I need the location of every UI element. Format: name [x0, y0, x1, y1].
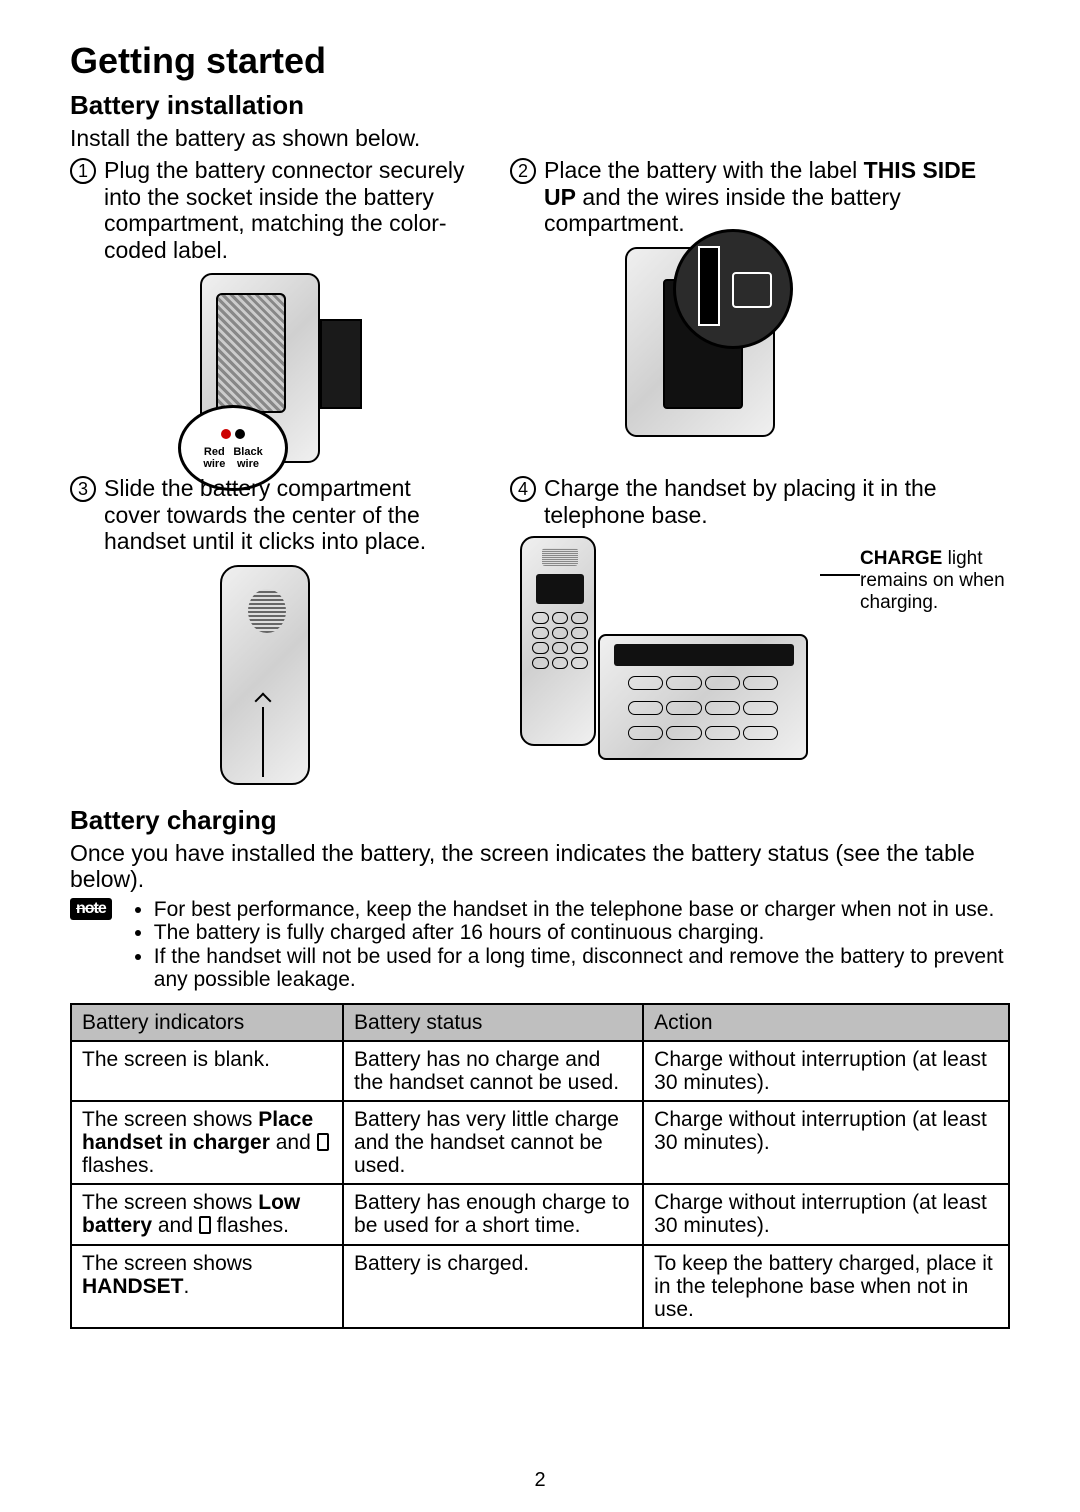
note-item-3: If the handset will not be used for a lo… — [154, 945, 1010, 991]
illustration-step-4: CHARGE light remains on when charging. — [510, 534, 1010, 764]
step-4-cell: 4 Charge the handset by placing it in th… — [510, 475, 1010, 796]
col-header-action: Action — [643, 1004, 1009, 1041]
battery-icon — [199, 1216, 211, 1234]
wire-label-b: wire — [237, 458, 259, 470]
cell-r2-c0-a: The screen shows — [82, 1191, 258, 1214]
section-title-charging: Battery charging — [70, 805, 1010, 836]
zoom-callout — [673, 229, 793, 349]
note-badge: note — [70, 898, 112, 920]
page-number: 2 — [0, 1469, 1080, 1492]
step-1: 1 Plug the battery connector securely in… — [70, 157, 470, 263]
cell-r3-c0-bold: HANDSET — [82, 1275, 184, 1298]
steps-grid: 1 Plug the battery connector securely in… — [70, 157, 1010, 796]
step-1-cell: 1 Plug the battery connector securely in… — [70, 157, 470, 475]
cell-r3-c0: The screen shows HANDSET. — [71, 1245, 343, 1328]
step-number-3: 3 — [70, 476, 96, 502]
step-number-2: 2 — [510, 158, 536, 184]
table-row: The screen is blank. Battery has no char… — [71, 1041, 1009, 1101]
battery-status-table: Battery indicators Battery status Action… — [70, 1003, 1010, 1329]
step-3-cell: 3 Slide the battery compartment cover to… — [70, 475, 470, 796]
col-header-indicators: Battery indicators — [71, 1004, 343, 1041]
col-header-status: Battery status — [343, 1004, 643, 1041]
charge-caption: CHARGE light remains on when charging. — [860, 548, 1010, 614]
note-block: note For best performance, keep the hand… — [70, 898, 1010, 990]
cell-r1-c0-a: The screen shows — [82, 1108, 258, 1131]
cell-r1-c0: The screen shows Place handset in charge… — [71, 1101, 343, 1184]
step-3-text: Slide the battery compartment cover towa… — [104, 475, 426, 554]
battery-icon — [317, 1133, 329, 1151]
table-row: The screen shows Place handset in charge… — [71, 1101, 1009, 1184]
step-4: 4 Charge the handset by placing it in th… — [510, 475, 1010, 528]
cell-r0-c2: Charge without interruption (at least 30… — [643, 1041, 1009, 1101]
cell-r3-c0-a: The screen shows — [82, 1252, 252, 1275]
illustration-step-2 — [580, 247, 820, 437]
install-intro: Install the battery as shown below. — [70, 125, 1010, 151]
cell-r0-c0-text: The screen is blank. — [82, 1048, 270, 1071]
step-2-cell: 2 Place the battery with the label THIS … — [510, 157, 1010, 475]
table-row: The screen shows Low battery and flashes… — [71, 1184, 1009, 1244]
cell-r1-c0-b: and — [270, 1131, 317, 1154]
cell-r2-c2: Charge without interruption (at least 30… — [643, 1184, 1009, 1244]
cell-r2-c0-c: flashes. — [211, 1214, 289, 1237]
illustration-step-1: Redwire Blackwire — [160, 273, 360, 463]
step-1-text: Plug the battery connector securely into… — [104, 157, 465, 262]
manual-page: Getting started Battery installation Ins… — [0, 0, 1080, 1512]
cell-r3-c1: Battery is charged. — [343, 1245, 643, 1328]
cell-r2-c0: The screen shows Low battery and flashes… — [71, 1184, 343, 1244]
step-number-1: 1 — [70, 158, 96, 184]
callout-line — [820, 574, 860, 576]
step-2: 2 Place the battery with the label THIS … — [510, 157, 1010, 236]
note-item-1: For best performance, keep the handset i… — [154, 898, 1010, 921]
charging-intro: Once you have installed the battery, the… — [70, 840, 1010, 893]
wire-red-label: Red — [204, 446, 225, 458]
cell-r1-c1: Battery has very little charge and the h… — [343, 1101, 643, 1184]
cell-r3-c0-b: . — [184, 1275, 190, 1298]
charge-caption-bold: CHARGE — [860, 548, 942, 569]
section-title-installation: Battery installation — [70, 90, 1010, 121]
step-3: 3 Slide the battery compartment cover to… — [70, 475, 470, 554]
illustration-step-3 — [220, 565, 330, 785]
page-title: Getting started — [70, 40, 1010, 82]
cell-r0-c1: Battery has no charge and the handset ca… — [343, 1041, 643, 1101]
cell-r3-c2: To keep the battery charged, place it in… — [643, 1245, 1009, 1328]
cell-r0-c0: The screen is blank. — [71, 1041, 343, 1101]
table-row: The screen shows HANDSET. Battery is cha… — [71, 1245, 1009, 1328]
table-header-row: Battery indicators Battery status Action — [71, 1004, 1009, 1041]
step-2-text-b: and the wires inside the battery compart… — [544, 184, 901, 236]
cell-r1-c2: Charge without interruption (at least 30… — [643, 1101, 1009, 1184]
step-2-text-a: Place the battery with the label — [544, 157, 864, 183]
cell-r1-c0-c: flashes. — [82, 1154, 154, 1177]
step-4-text: Charge the handset by placing it in the … — [544, 475, 937, 527]
cell-r2-c0-b: and — [152, 1214, 199, 1237]
note-item-2: The battery is fully charged after 16 ho… — [154, 921, 1010, 944]
step-number-4: 4 — [510, 476, 536, 502]
note-list: For best performance, keep the handset i… — [132, 898, 1010, 990]
cell-r2-c1: Battery has enough charge to be used for… — [343, 1184, 643, 1244]
wire-black-label: Black — [233, 446, 262, 458]
wire-label-a: wire — [203, 458, 225, 470]
